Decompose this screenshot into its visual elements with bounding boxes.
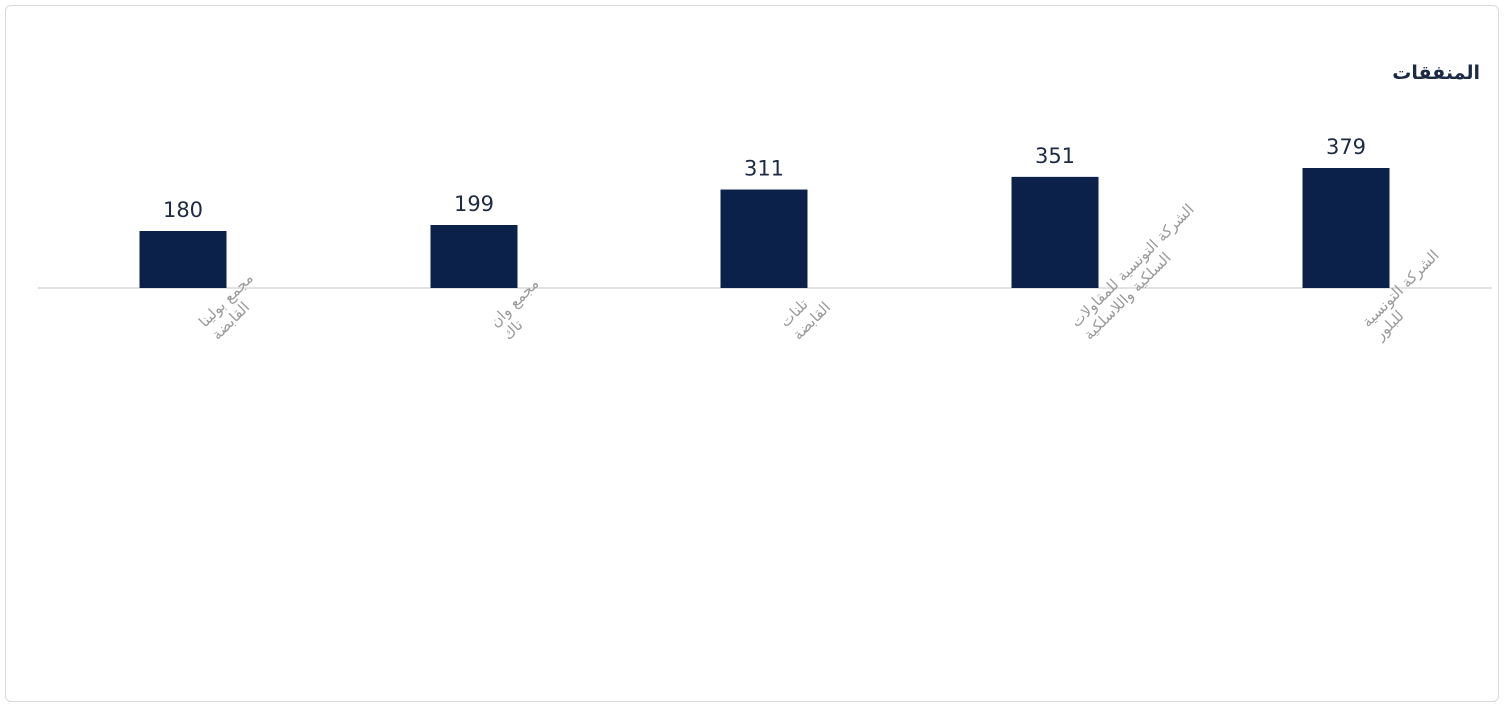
chart-title: المنفقات (1392, 62, 1480, 84)
data-label-4: 351 (1035, 144, 1075, 168)
data-label-5: 379 (1326, 135, 1366, 159)
data-label-3: 311 (744, 157, 784, 181)
chart-card: المنفقات (5, 5, 1499, 702)
bar-3 (720, 189, 808, 288)
bar-2 (430, 224, 518, 288)
data-label-1: 180 (163, 198, 203, 222)
bar-5 (1302, 168, 1390, 288)
bar-4 (1011, 176, 1099, 288)
bar-1 (139, 231, 227, 288)
data-label-2: 199 (454, 192, 494, 216)
